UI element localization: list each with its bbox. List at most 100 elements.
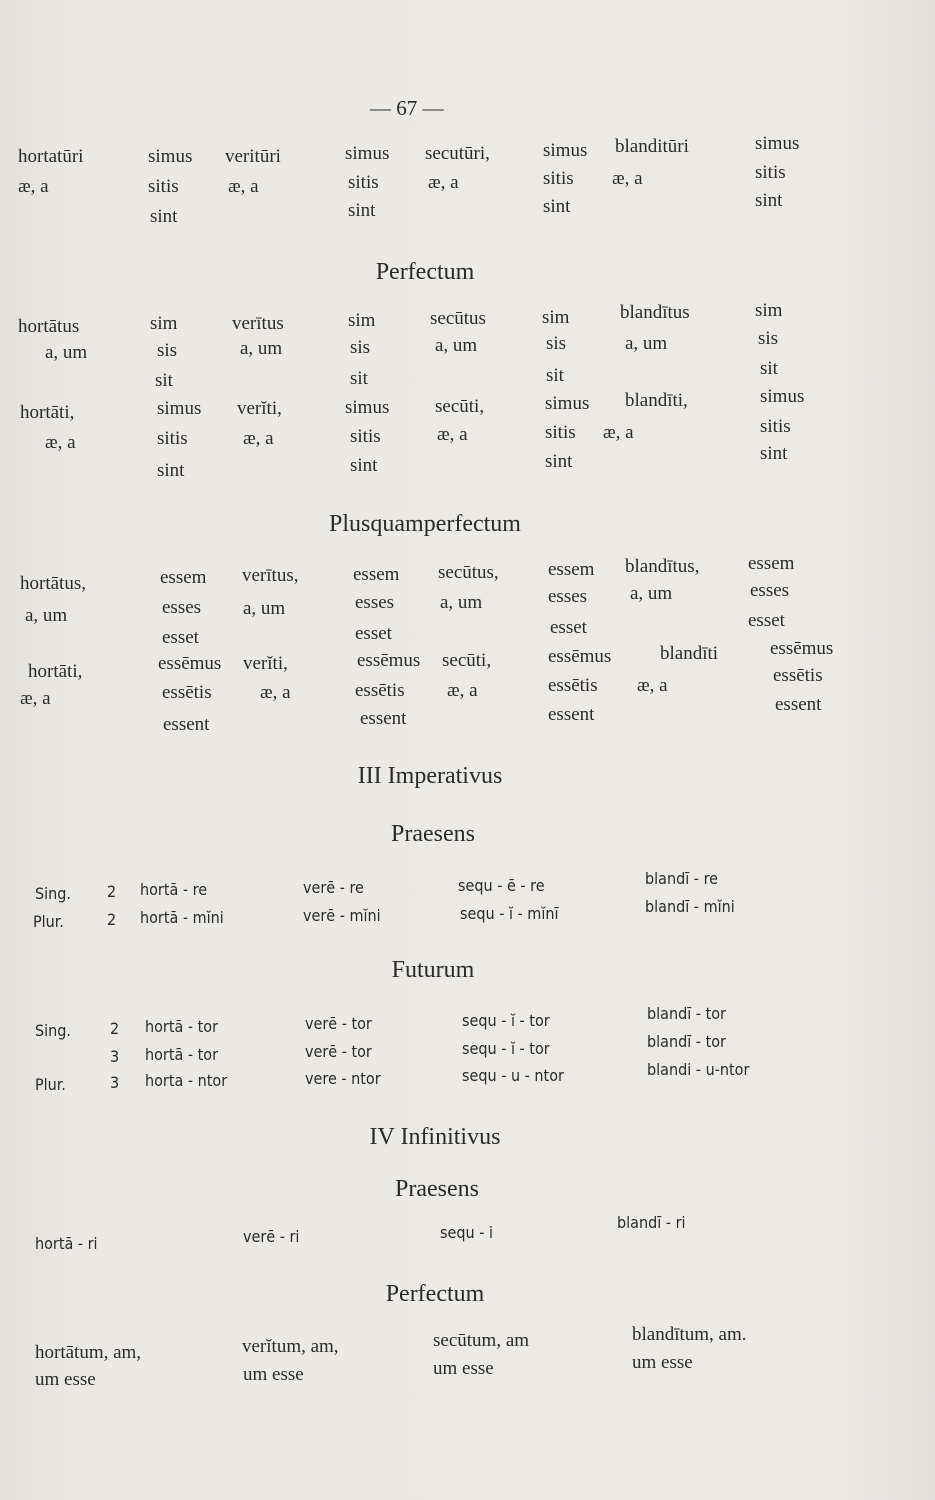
perfectum-cell: blandīti,	[625, 390, 688, 411]
futurum-participle-cell: simus	[345, 143, 390, 164]
perfectum-cell: sint	[545, 451, 573, 472]
plusquamperfectum-cell: essent	[360, 708, 407, 729]
perfectum-cell: æ, a	[45, 432, 76, 453]
imperativus-futurum-cell: 3	[110, 1073, 120, 1092]
perfectum-cell: sitis	[350, 426, 381, 447]
imperativus-futurum-cell: 2	[110, 1019, 120, 1038]
heading-plusquamperfectum: Plusquamperfectum	[329, 511, 521, 537]
imperativus-futurum-cell: hortā - tor	[145, 1017, 218, 1036]
perfectum-cell: blandītus	[620, 302, 690, 323]
imperativus-praesens-cell: Plur.	[33, 912, 64, 931]
infinitivus-praesens-cell: sequ - i	[440, 1223, 493, 1242]
perfectum-cell: sim	[755, 300, 783, 321]
futurum-participle-cell: æ, a	[428, 172, 459, 193]
imperativus-praesens-cell: sequ - ē - re	[458, 876, 545, 895]
heading-perfectum: Perfectum	[375, 259, 475, 285]
infinitivus-perfectum-cell: um esse	[35, 1369, 96, 1390]
heading-infinitivus: IV Infinitivus	[369, 1124, 501, 1150]
page-number: — 67 —	[370, 96, 444, 120]
perfectum-cell: a, um	[240, 338, 283, 359]
imperativus-praesens-cell: sequ - ĭ - mĭnī	[460, 904, 559, 923]
perfectum-cell: sim	[348, 310, 376, 331]
plusquamperfectum-cell: essēmus	[548, 646, 612, 667]
futurum-participle-cell: veritūri	[225, 146, 281, 167]
perfectum-cell: sis	[350, 337, 371, 358]
plusquamperfectum-cell: esset	[162, 627, 199, 648]
futurum-participle-cell: sint	[348, 200, 376, 221]
imperativus-futurum-cell: blandī - tor	[647, 1004, 726, 1023]
imperativus-praesens-cell: verē - mĭni	[303, 906, 381, 925]
imperativus-praesens-cell: Sing.	[35, 884, 71, 903]
perfectum-cell: simus	[760, 386, 805, 407]
plusquamperfectum-cell: esses	[548, 586, 588, 607]
imperativus-futurum-cell: blandī - tor	[647, 1032, 726, 1051]
futurum-participle-cell: simus	[543, 140, 588, 161]
plusquamperfectum-cell: esses	[355, 592, 395, 613]
perfectum-cell: sis	[546, 333, 567, 354]
plusquamperfectum-cell: essētis	[548, 675, 598, 696]
plusquamperfectum-cell: a, um	[630, 583, 673, 604]
plusquamperfectum-cell: essētis	[773, 665, 823, 686]
plusquamperfectum-cell: blandītus,	[625, 556, 700, 577]
perfectum-cell: hortāti,	[20, 402, 75, 423]
plusquamperfectum-cell: esses	[162, 597, 202, 618]
heading-imperativus: III Imperativus	[357, 763, 503, 789]
plusquamperfectum-cell: essent	[775, 694, 822, 715]
infinitivus-perfectum-cell: hortātum, am,	[35, 1342, 142, 1363]
futurum-participle-cell: sitis	[543, 168, 574, 189]
imperativus-futurum-cell: 3	[110, 1047, 120, 1066]
futurum-participle-cell: secutūri,	[425, 143, 490, 164]
plusquamperfectum-cell: æ, a	[20, 688, 51, 709]
plusquamperfectum-cell: essēmus	[770, 638, 834, 659]
imperativus-praesens-cell: verē - re	[303, 878, 364, 897]
perfectum-cell: sitis	[157, 428, 188, 449]
perfectum-cell: simus	[545, 393, 590, 414]
perfectum-cell: sint	[350, 455, 378, 476]
perfectum-cell: sim	[150, 313, 178, 334]
plusquamperfectum-cell: secūtus,	[438, 562, 499, 583]
perfectum-cell: sis	[758, 328, 779, 349]
perfectum-cell: sint	[760, 443, 788, 464]
plusquamperfectum-cell: æ, a	[447, 680, 478, 701]
plusquamperfectum-cell: a, um	[440, 592, 483, 613]
perfectum-cell: simus	[345, 397, 390, 418]
plusquamperfectum-cell: æ, a	[260, 682, 291, 703]
perfectum-cell: sit	[546, 365, 564, 386]
plusquamperfectum-cell: essem	[748, 553, 795, 574]
futurum-participle-cell: sint	[150, 206, 178, 227]
imperativus-futurum-cell: vere - ntor	[305, 1069, 381, 1088]
plusquamperfectum-cell: verĭti,	[243, 653, 288, 674]
plusquamperfectum-cell: blandīti	[660, 643, 719, 664]
infinitivus-praesens-cell: hortā - ri	[35, 1234, 98, 1253]
perfectum-cell: a, um	[625, 333, 668, 354]
plusquamperfectum-cell: æ, a	[637, 675, 668, 696]
plusquamperfectum-cell: hortāti,	[28, 661, 83, 682]
heading-infinitivus-perfectum: Perfectum	[385, 1281, 485, 1307]
perfectum-cell: a, um	[435, 335, 478, 356]
futurum-participle-cell: blanditūri	[615, 136, 689, 157]
perfectum-cell: simus	[157, 398, 202, 419]
heading-imperativus-futurum: Futurum	[391, 957, 475, 983]
perfectum-cell: sint	[157, 460, 185, 481]
perfectum-cell: a, um	[45, 342, 88, 363]
plusquamperfectum-cell: essēmus	[357, 650, 421, 671]
imperativus-futurum-cell: sequ - ĭ - tor	[462, 1011, 550, 1030]
infinitivus-praesens-cell: blandī - ri	[617, 1213, 686, 1232]
perfectum-cell: verītus	[232, 313, 284, 334]
perfectum-cell: sitis	[760, 416, 791, 437]
heading-infinitivus-praesens: Praesens	[395, 1176, 479, 1202]
futurum-participle-cell: æ, a	[228, 176, 259, 197]
imperativus-praesens-cell: blandī - mĭni	[645, 897, 735, 916]
plusquamperfectum-cell: essent	[548, 704, 595, 725]
imperativus-praesens-cell: 2	[107, 882, 117, 901]
perfectum-cell: sit	[350, 368, 368, 389]
imperativus-praesens-cell: 2	[107, 910, 117, 929]
futurum-participle-cell: sitis	[148, 176, 179, 197]
imperativus-futurum-cell: hortā - tor	[145, 1045, 218, 1064]
infinitivus-perfectum-cell: verĭtum, am,	[242, 1336, 339, 1357]
plusquamperfectum-cell: secūti,	[442, 650, 492, 671]
infinitivus-perfectum-cell: blandītum, am.	[632, 1324, 747, 1345]
plusquamperfectum-cell: hortātus,	[20, 573, 86, 594]
plusquamperfectum-cell: essent	[163, 714, 210, 735]
imperativus-praesens-cell: blandī - re	[645, 869, 718, 888]
